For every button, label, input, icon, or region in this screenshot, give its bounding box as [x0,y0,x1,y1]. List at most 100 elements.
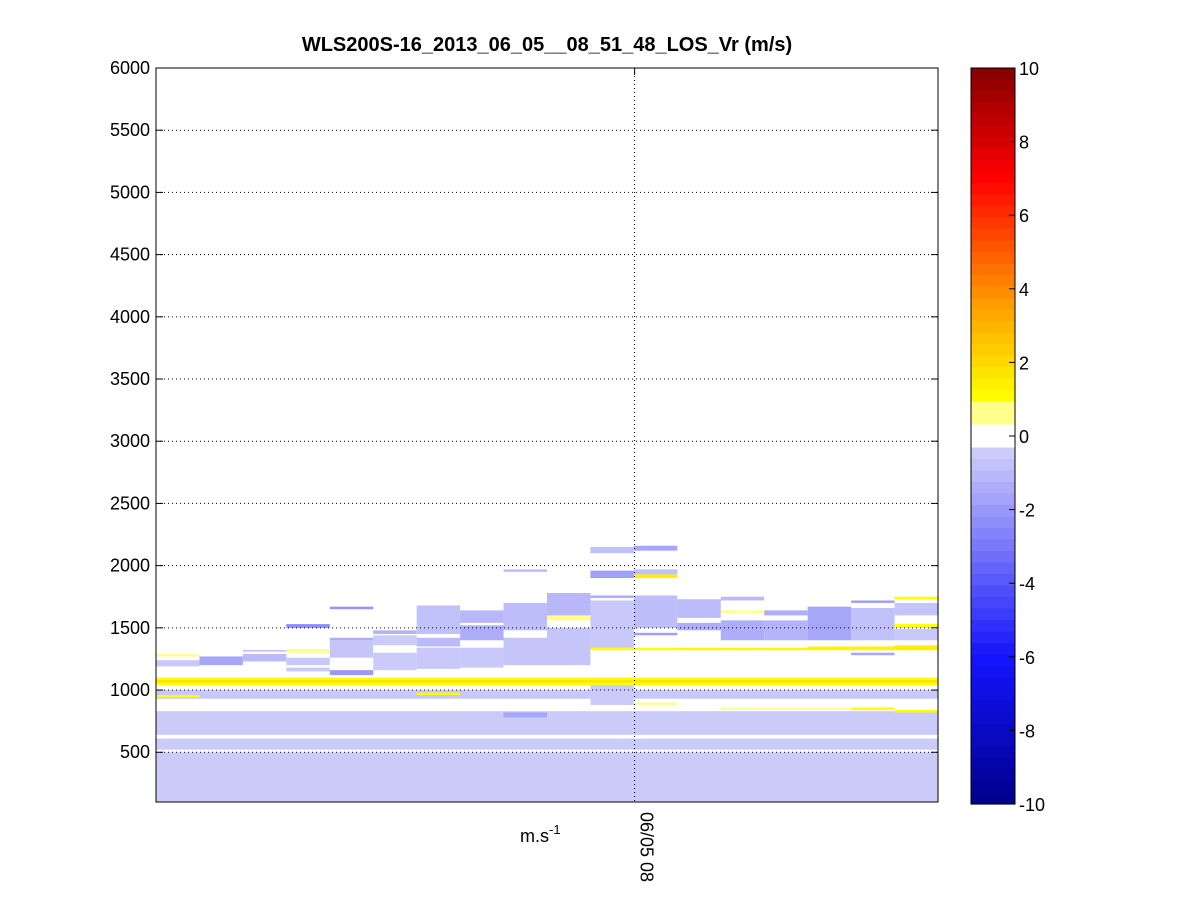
colorbar-swatch [971,631,1015,644]
plot-frame [155,67,939,803]
colorbar-swatch [971,551,1015,564]
y-tick-label: 1500 [110,618,150,638]
colorbar-swatch [971,344,1015,357]
heatmap-cell [416,692,461,696]
y-tick-label: 6000 [110,58,150,78]
colorbar-swatch [971,562,1015,575]
colorbar-swatch [971,206,1015,219]
heatmap-cell [156,738,938,750]
heatmap-cell [633,574,678,579]
colorbar-swatch [971,447,1015,460]
colorbar-swatch [971,597,1015,610]
colorbar-swatch [971,378,1015,391]
y-tick-label: 5500 [110,120,150,140]
heatmap-cell [156,680,938,683]
colorbar-tick-label: 10 [1019,59,1039,79]
heatmap-cell [329,606,374,610]
heatmap-cell [329,637,374,641]
heatmap-cell [633,545,678,551]
heatmap-cell [590,685,634,705]
heatmap-cell [242,653,287,662]
heatmap-cell [286,648,330,653]
colorbar-swatch [971,367,1015,380]
chart-title: WLS200S-16_2013_06_05__08_51_48_LOS_Vr (… [302,34,792,56]
colorbar-swatch [971,666,1015,679]
colorbar-swatch [971,68,1015,81]
colorbar-tick-label: -4 [1019,574,1035,594]
heatmap-cell [894,629,938,641]
colorbar-swatch [971,332,1015,345]
heatmap-cell [416,647,461,669]
heatmap-cell [677,622,721,631]
colorbar-swatch [971,137,1015,150]
colorbar-swatch [971,769,1015,782]
heatmap-cell [503,569,547,572]
heatmap-cell [199,656,243,666]
colorbar-tick-label: 2 [1019,353,1029,373]
colorbar-swatch [971,252,1015,265]
y-axis: 500 1000 1500 2000 2500 3000 3500 4000 4500 5000 5… [110,58,938,762]
y-tick-label: 2500 [110,493,150,513]
heatmap-cell [329,670,374,676]
colorbar-swatch [971,229,1015,242]
heatmap-cell [156,682,938,686]
x-tick-label: 06/05 08 [637,812,657,882]
colorbar-swatch [971,574,1015,587]
heatmap-cell [851,646,895,651]
colorbar-tick-label: -10 [1019,795,1045,815]
colorbar-swatch [971,309,1015,322]
heatmap-cell [633,702,678,705]
colorbar-swatch [971,539,1015,552]
heatmap-cell [547,593,591,616]
heatmap-cell [894,709,938,713]
heatmap-cell [590,595,634,598]
colorbar-swatch [971,413,1015,426]
heatmap-cell [156,653,200,657]
colorbar-swatch [971,114,1015,127]
colorbar-swatch [971,493,1015,506]
heatmap-cell [807,606,852,641]
y-tick-label: 3500 [110,369,150,389]
heatmap-cell [894,624,938,628]
colorbar-swatch [971,183,1015,196]
colorbar-swatch [971,700,1015,713]
heatmap-cell [590,546,634,554]
colorbar-swatch [971,758,1015,771]
colorbar-swatch [971,240,1015,253]
colorbar-swatch [971,505,1015,518]
colorbar-swatch [971,286,1015,299]
heatmap-cell [156,660,200,667]
colorbar-swatch [971,436,1015,449]
colorbar-swatch [971,459,1015,472]
heatmap-cell [156,752,938,795]
heatmap-cell [503,637,547,666]
heatmap-cell [373,630,417,635]
colorbar-swatch [971,102,1015,115]
heatmap-cell [720,620,765,641]
y-tick-label: 4000 [110,307,150,327]
colorbar-swatch [971,263,1015,276]
heatmap-cell [764,707,808,710]
colorbar-swatch [971,620,1015,633]
colorbar-swatch [971,746,1015,759]
colorbar-swatch [971,528,1015,541]
colorbar-swatch [971,712,1015,725]
colorbar-swatch [971,482,1015,495]
colorbar-swatch [971,160,1015,173]
heatmap-cell [156,677,938,681]
colorbar-swatch [971,689,1015,702]
heatmap-cell [807,707,852,710]
colorbar-swatch [971,677,1015,690]
heatmap-cell [633,632,678,636]
heatmap-cell [677,647,721,651]
heatmap-cell [894,596,938,600]
colorbar-swatch [971,723,1015,736]
heatmap-cell [677,599,721,618]
heatmap-cell [894,645,938,651]
y-tick-label: 3000 [110,431,150,451]
x-axis: 06/05 08 [634,68,657,882]
heatmap-cell [329,640,374,658]
colorbar-swatch [971,194,1015,207]
heatmap-cell [503,712,547,718]
